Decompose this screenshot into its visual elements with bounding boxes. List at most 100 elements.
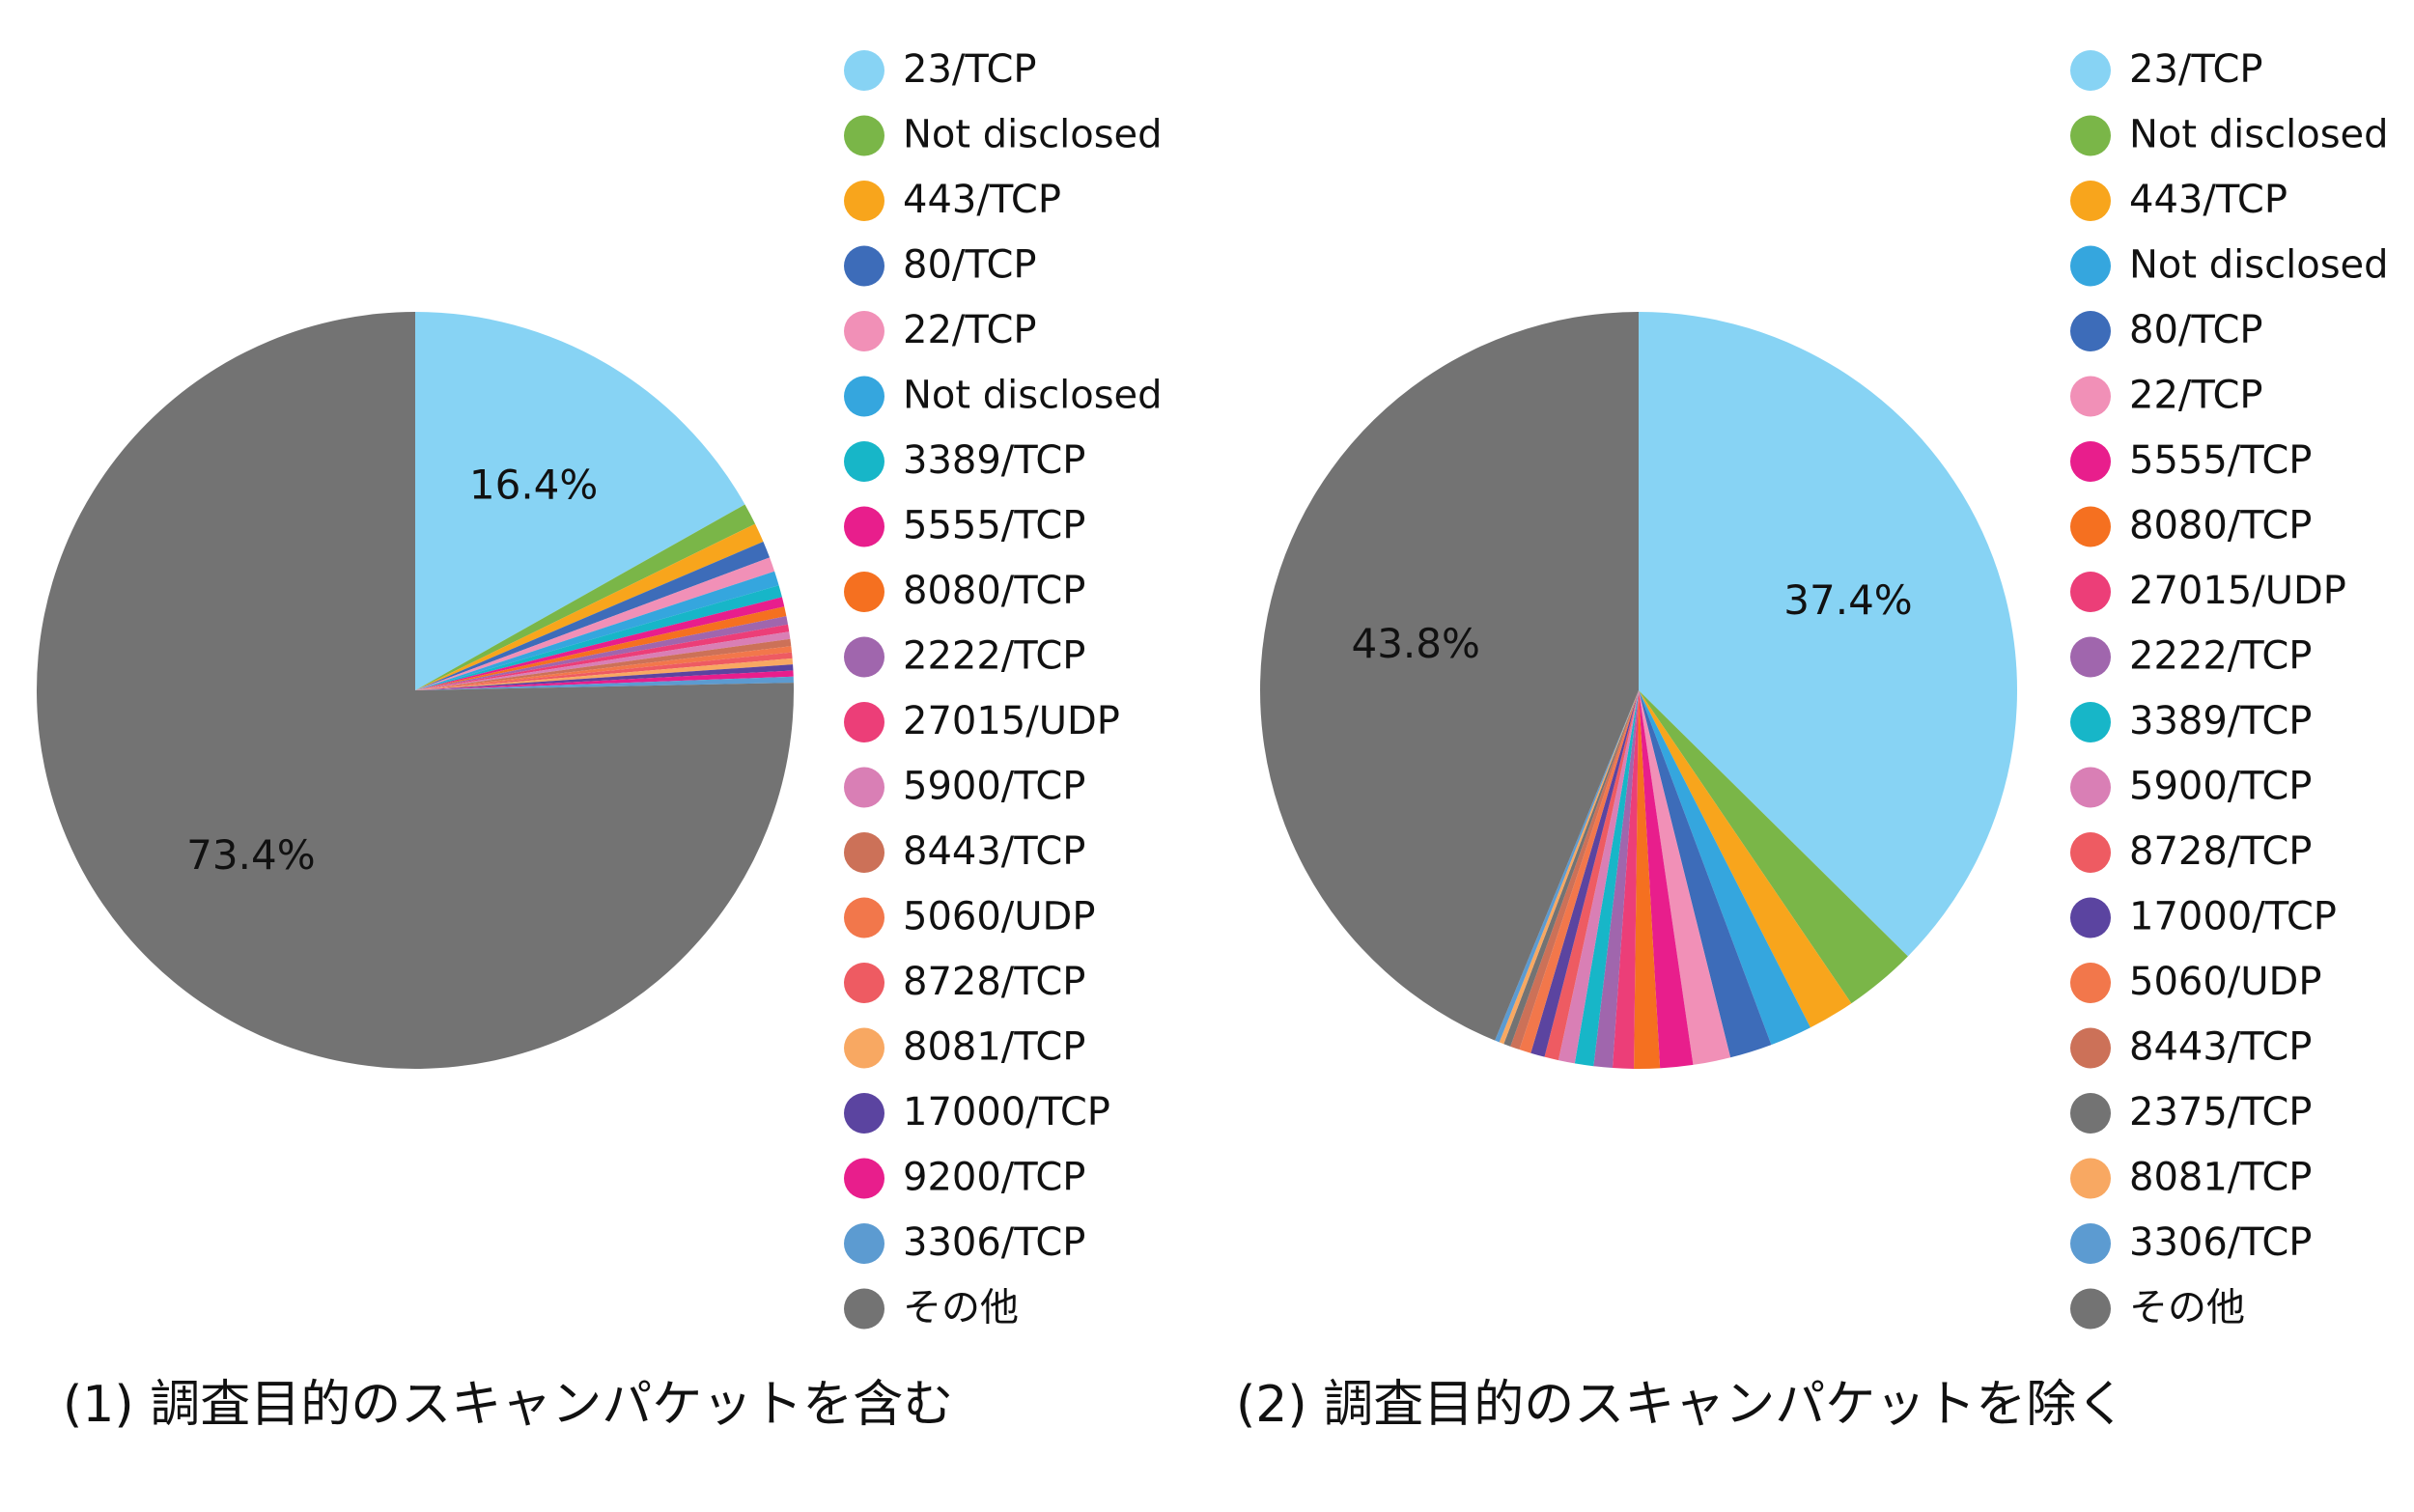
legend-swatch bbox=[844, 767, 884, 808]
pie-slice bbox=[415, 585, 782, 690]
legend-entry-label: 8081/TCP bbox=[2129, 1156, 2312, 1200]
pie-slice bbox=[415, 664, 794, 690]
pie-slice bbox=[415, 670, 794, 690]
legend-entry-label: Not disclosed bbox=[903, 374, 1163, 418]
legend-entry-label: 3306/TCP bbox=[2129, 1220, 2312, 1265]
slice-data-label: 37.4% bbox=[1783, 576, 1912, 624]
legend-entry-label: 8728/TCP bbox=[2129, 829, 2312, 874]
legend-entry-label: 5900/TCP bbox=[2129, 765, 2312, 809]
legend-entry-label: 5060/UDP bbox=[2129, 960, 2321, 1004]
legend-swatch bbox=[2070, 1223, 2111, 1264]
chart-caption: (1) 調査目的のスキャンパケットを含む bbox=[63, 1376, 953, 1434]
legend-swatch bbox=[2070, 1093, 2111, 1134]
legend-entry-label: 443/TCP bbox=[2129, 178, 2288, 222]
pie-slice bbox=[1593, 690, 1639, 1069]
legend-entry-label: その他 bbox=[903, 1286, 1019, 1330]
legend-entry-label: Not disclosed bbox=[2129, 243, 2389, 288]
pie-slice bbox=[1260, 312, 1639, 1041]
pie-slice bbox=[1574, 690, 1639, 1067]
legend-entry-label: 5900/TCP bbox=[903, 765, 1085, 809]
legend-swatch bbox=[2070, 572, 2111, 612]
legend-swatch bbox=[844, 702, 884, 742]
chart-caption: (2) 調査目的のスキャンパケットを除く bbox=[1236, 1376, 2126, 1434]
pie-slice bbox=[1544, 690, 1639, 1061]
legend-1: 23/TCP Not disclosed 443/TCP 80/TCP 22/TCP No… bbox=[844, 47, 1163, 1330]
legend-entry-label: 2375/TCP bbox=[2129, 1090, 2312, 1134]
legend-swatch bbox=[2070, 506, 2111, 547]
legend-entry-label: 27015/UDP bbox=[2129, 569, 2346, 613]
pie-slice bbox=[415, 571, 779, 690]
legend-2: 23/TCP Not disclosed 443/TCP Not disclosed 8… bbox=[2070, 47, 2389, 1330]
legend-entry-label: 5555/TCP bbox=[903, 504, 1085, 548]
legend-entry-label: その他 bbox=[2129, 1286, 2245, 1330]
pie-slice bbox=[415, 616, 789, 690]
legend-swatch bbox=[2070, 1288, 2111, 1330]
pie-slice bbox=[415, 638, 792, 690]
legend-swatch bbox=[844, 1158, 884, 1199]
pie-slice bbox=[415, 658, 794, 690]
legend-entry-label: 5555/TCP bbox=[2129, 438, 2312, 483]
legend-entry-label: 17000/TCP bbox=[2129, 895, 2337, 939]
legend-swatch bbox=[844, 636, 884, 678]
legend-swatch bbox=[844, 1093, 884, 1134]
legend-swatch bbox=[2070, 702, 2111, 742]
legend-entry-label: 80/TCP bbox=[903, 243, 1037, 288]
legend-swatch bbox=[2070, 636, 2111, 678]
pie-slice bbox=[1639, 690, 1852, 1028]
pie-slice bbox=[415, 646, 793, 690]
pie-slice bbox=[1634, 690, 1661, 1070]
legend-entry-label: 5060/UDP bbox=[903, 895, 1095, 939]
pie-slice bbox=[415, 312, 745, 690]
legend-swatch bbox=[2070, 115, 2111, 156]
pie-slice bbox=[1639, 312, 2017, 957]
pie-chart-1: 16.4% 73.4% bbox=[36, 312, 794, 1069]
legend-entry-label: 23/TCP bbox=[2129, 47, 2263, 92]
pie-slice bbox=[1503, 690, 1639, 1047]
legend-entry-label: Not disclosed bbox=[903, 113, 1163, 157]
legend-swatch bbox=[844, 311, 884, 351]
legend-entry-label: 2222/TCP bbox=[903, 634, 1085, 679]
legend-entry-label: 8080/TCP bbox=[2129, 504, 2312, 548]
legend-entry-label: 22/TCP bbox=[2129, 374, 2263, 418]
pie-slice bbox=[415, 676, 794, 690]
pie-slice bbox=[415, 504, 756, 690]
legend-entry-label: 8728/TCP bbox=[903, 960, 1085, 1004]
pie-slice bbox=[415, 541, 771, 690]
legend-swatch bbox=[844, 376, 884, 417]
legend-entry-label: 80/TCP bbox=[2129, 308, 2263, 352]
legend-swatch bbox=[2070, 767, 2111, 808]
pie-slice bbox=[1499, 690, 1639, 1045]
slice-data-label: 16.4% bbox=[469, 462, 598, 509]
legend-entry-label: 3306/TCP bbox=[903, 1220, 1085, 1265]
legend-swatch bbox=[844, 572, 884, 612]
pie-slice bbox=[1639, 690, 1731, 1065]
legend-swatch bbox=[844, 50, 884, 91]
pie-slice bbox=[415, 523, 764, 690]
legend-entry-label: 17000/TCP bbox=[903, 1090, 1110, 1134]
legend-swatch bbox=[2070, 832, 2111, 873]
legend-swatch bbox=[844, 1027, 884, 1069]
legend-entry-label: 2222/TCP bbox=[2129, 634, 2312, 679]
pie-slice bbox=[1639, 690, 1694, 1069]
legend-entry-label: 3389/TCP bbox=[903, 438, 1085, 483]
pie-slice bbox=[1612, 690, 1639, 1069]
pie-slice bbox=[415, 652, 793, 690]
legend-entry-label: 8443/TCP bbox=[2129, 1025, 2312, 1070]
pie-slice bbox=[1519, 690, 1639, 1053]
legend-swatch bbox=[2070, 376, 2111, 417]
pie-slice bbox=[415, 631, 791, 690]
pie-slice bbox=[415, 557, 775, 690]
legend-swatch bbox=[844, 897, 884, 938]
legend-swatch bbox=[2070, 963, 2111, 1003]
pie-slice bbox=[1530, 690, 1639, 1057]
legend-swatch bbox=[844, 832, 884, 873]
legend-swatch bbox=[2070, 441, 2111, 482]
legend-swatch bbox=[2070, 245, 2111, 287]
pie-slice bbox=[1639, 690, 1908, 1004]
legend-swatch bbox=[2070, 181, 2111, 221]
legend-swatch bbox=[2070, 311, 2111, 351]
pie-chart-2: 37.4% 43.8% bbox=[1260, 312, 2017, 1070]
legend-entry-label: 8081/TCP bbox=[903, 1025, 1085, 1070]
